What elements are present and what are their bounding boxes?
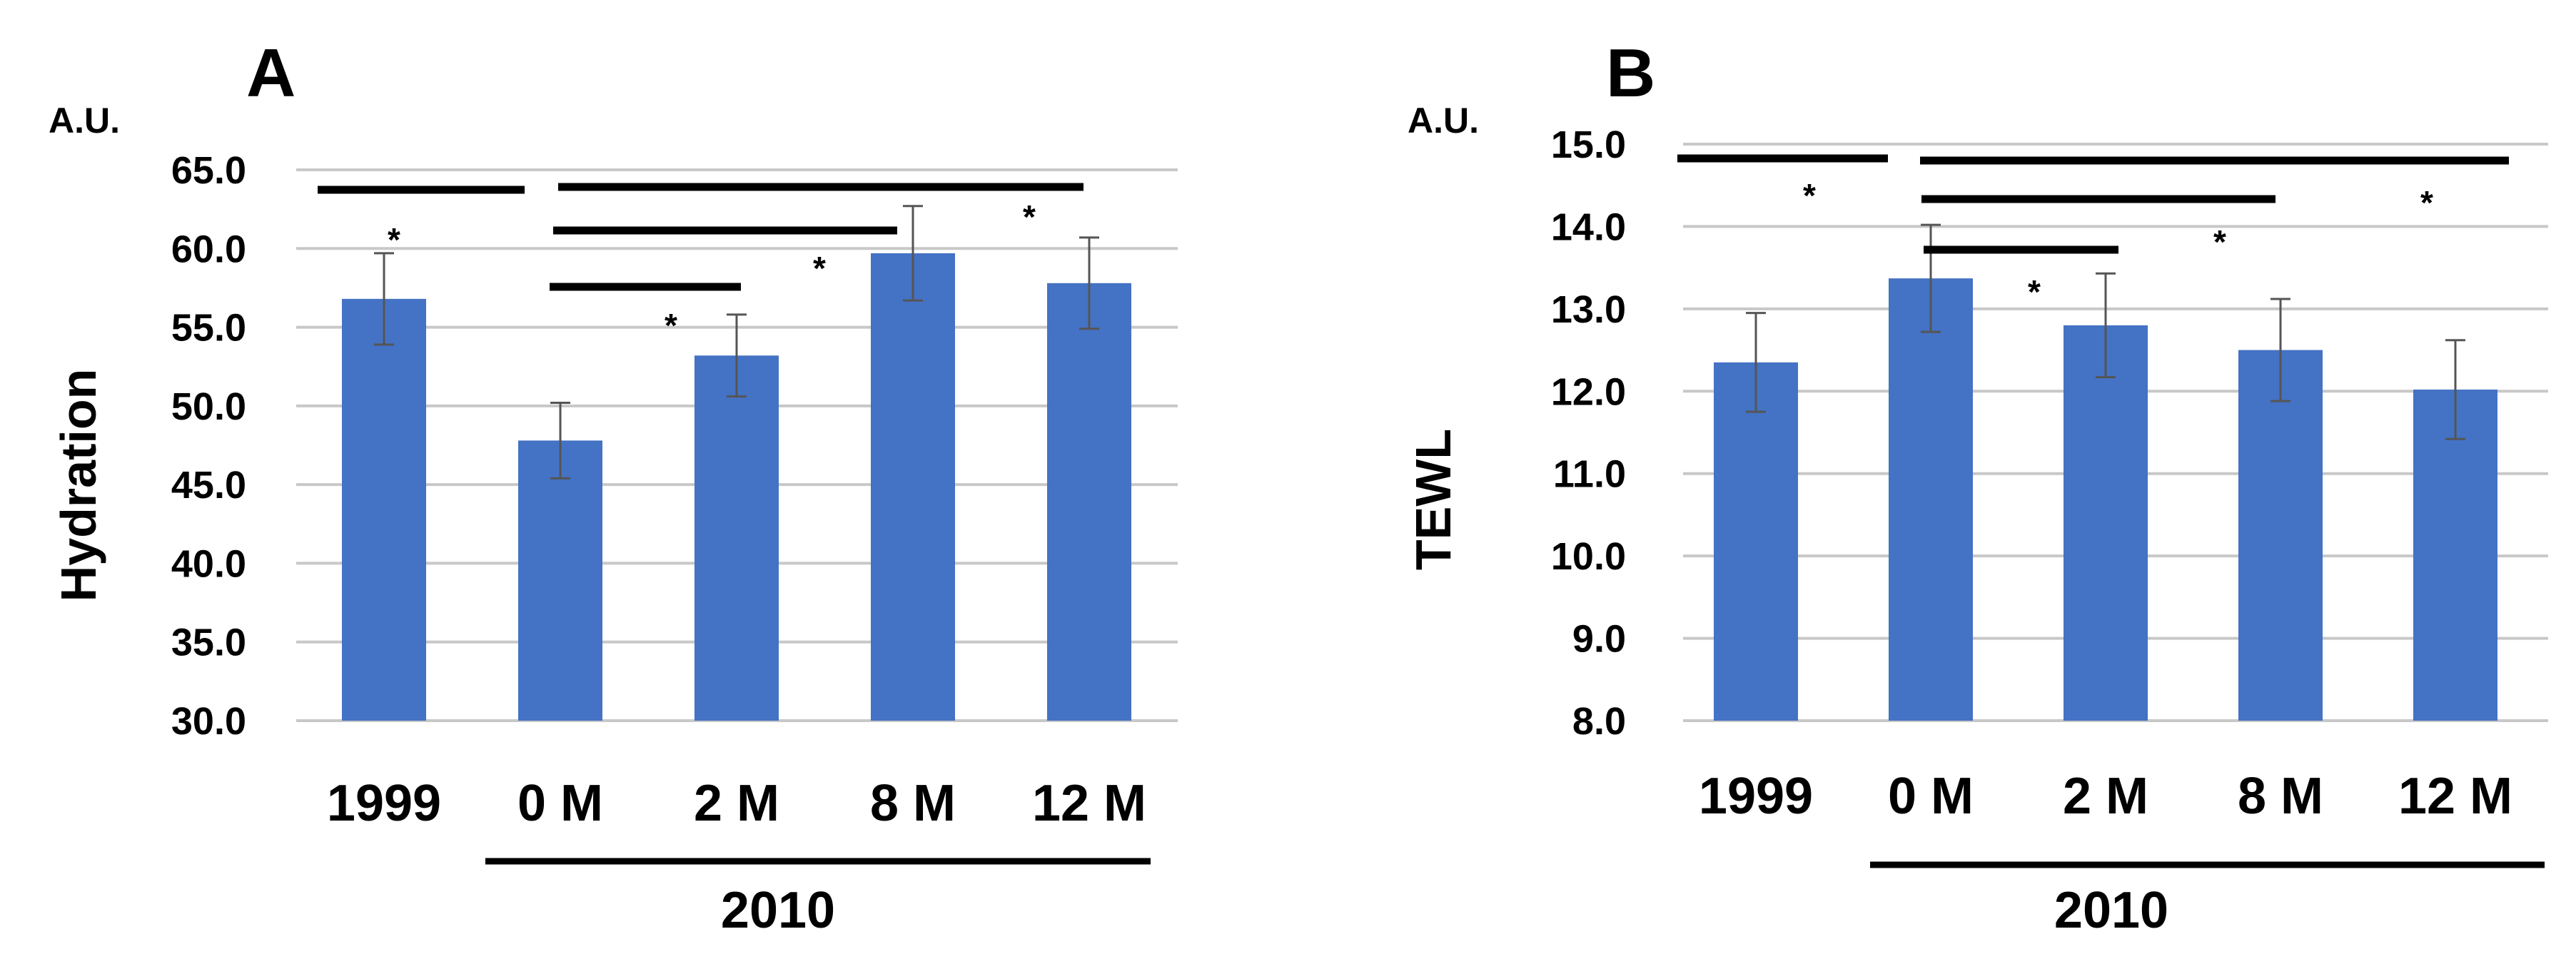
- panel-a-unit-label: A.U.: [49, 101, 120, 141]
- panel-b: B A.U. TEWL 8.0 9.0 10.0 11.0 12.0 13.0 14.0 15…: [1405, 35, 2548, 939]
- panel-b-significance-star: *: [2028, 273, 2041, 310]
- panel-b-significance-star: *: [2420, 184, 2433, 221]
- panel-a-x-tick-label: 1999: [327, 775, 441, 832]
- panel-a-y-tick-label: 55.0: [171, 307, 246, 350]
- panel-b-x-ticks: 1999 0 M 2 M 8 M 12 M: [1699, 768, 2512, 825]
- panel-b-y-ticks: 8.0 9.0 10.0 11.0 12.0 13.0 14.0 15.0: [1551, 123, 1626, 743]
- panel-b-error-bar: [2271, 298, 2290, 402]
- panel-b-error-bar: [1921, 223, 1941, 333]
- panel-a: A A.U. Hydration 30.0 35.0 40.0 45.0 50.0 55.…: [49, 35, 1178, 939]
- panel-a-letter: A: [246, 35, 296, 111]
- panel-a-y-tick-label: 60.0: [171, 228, 246, 270]
- panel-a-bar-12m: [1047, 283, 1131, 721]
- panel-b-x-tick-label: 8 M: [2238, 768, 2323, 825]
- panel-b-significance-star: *: [2213, 223, 2226, 260]
- panel-b-letter: B: [1606, 35, 1655, 111]
- panel-a-significance-star: *: [388, 221, 400, 258]
- panel-a-bar-1999: [342, 298, 426, 721]
- panel-b-error-bar: [2096, 272, 2116, 379]
- panel-a-y-tick-label: 35.0: [171, 621, 246, 664]
- panel-a-significance-star: *: [1023, 198, 1036, 235]
- panel-a-bars: [342, 205, 1131, 721]
- panel-b-bar-12m: [2413, 389, 2497, 721]
- panel-b-y-tick-label: 12.0: [1551, 370, 1626, 413]
- panel-b-bar-2m: [2064, 325, 2148, 721]
- panel-b-error-bar: [1746, 312, 1766, 413]
- panel-a-bar-2m: [694, 355, 779, 721]
- panel-a-y-axis-label: Hydration: [51, 369, 106, 602]
- panel-a-y-tick-label: 65.0: [171, 149, 246, 192]
- panel-b-group-label: 2010: [2054, 882, 2168, 939]
- panel-a-y-tick-label: 40.0: [171, 542, 246, 585]
- panel-a-significance: * * * *: [318, 183, 1084, 344]
- panel-a-error-bar: [374, 252, 394, 346]
- panel-a-group-label: 2010: [721, 882, 835, 939]
- panel-b-error-bar: [2445, 339, 2465, 440]
- panel-b-y-tick-label: 10.0: [1551, 535, 1626, 578]
- panel-b-y-tick-label: 8.0: [1572, 700, 1626, 743]
- panel-a-y-tick-label: 30.0: [171, 700, 246, 743]
- panel-a-error-bar: [550, 401, 570, 480]
- panel-b-x-tick-label: 0 M: [1888, 768, 1974, 825]
- panel-a-x-tick-label: 2 M: [694, 775, 779, 832]
- panel-b-bars: [1714, 223, 2497, 721]
- panel-a-significance-star: *: [665, 307, 677, 344]
- panel-a-significance-star: *: [813, 250, 826, 287]
- panel-b-y-tick-label: 13.0: [1551, 288, 1626, 331]
- panel-b-y-tick-label: 15.0: [1551, 123, 1626, 166]
- panel-b-x-tick-label: 1999: [1699, 768, 1813, 825]
- panel-b-bar-1999: [1714, 362, 1798, 721]
- panel-a-y-tick-label: 50.0: [171, 385, 246, 428]
- panel-b-y-tick-label: 14.0: [1551, 206, 1626, 248]
- panel-b-y-axis-label: TEWL: [1405, 429, 1461, 570]
- panel-a-x-tick-label: 12 M: [1032, 775, 1146, 832]
- panel-b-significance: * * * *: [1677, 154, 2509, 310]
- panel-b-unit-label: A.U.: [1408, 101, 1479, 141]
- panel-b-significance-star: *: [1803, 177, 1816, 214]
- panel-a-y-tick-label: 45.0: [171, 464, 246, 507]
- panel-a-error-bar: [727, 313, 747, 398]
- panel-b-x-tick-label: 12 M: [2398, 768, 2512, 825]
- panel-b-bar-8m: [2238, 350, 2323, 721]
- panel-b-y-tick-label: 11.0: [1553, 453, 1626, 496]
- panel-a-error-bar: [903, 205, 923, 302]
- panel-a-x-ticks: 1999 0 M 2 M 8 M 12 M: [327, 775, 1146, 832]
- panel-b-x-tick-label: 2 M: [2063, 768, 2148, 825]
- panel-a-x-tick-label: 8 M: [870, 775, 956, 832]
- panel-a-bar-8m: [871, 253, 955, 721]
- panel-a-bar-0m: [518, 440, 602, 721]
- panel-a-x-tick-label: 0 M: [517, 775, 603, 832]
- panel-a-y-ticks: 30.0 35.0 40.0 45.0 50.0 55.0 60.0 65.0: [171, 149, 246, 743]
- panel-b-y-tick-label: 9.0: [1572, 618, 1626, 661]
- panel-a-error-bar: [1079, 236, 1099, 330]
- panel-b-bar-0m: [1889, 278, 1973, 721]
